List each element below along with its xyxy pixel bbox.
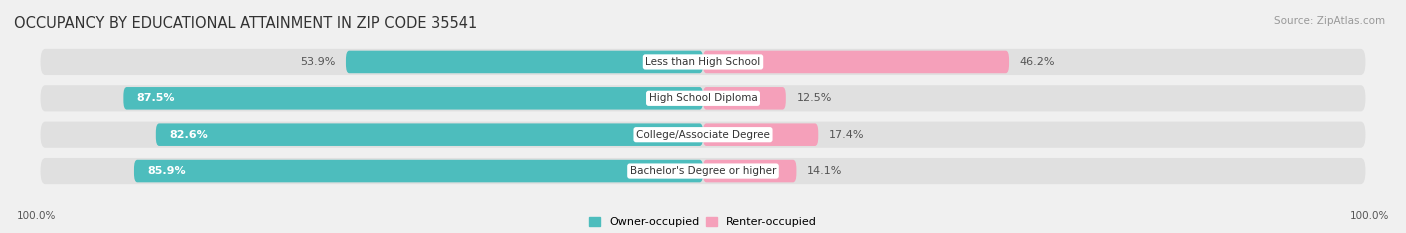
FancyBboxPatch shape bbox=[156, 123, 703, 146]
Text: 12.5%: 12.5% bbox=[796, 93, 832, 103]
FancyBboxPatch shape bbox=[41, 85, 1365, 111]
Text: 14.1%: 14.1% bbox=[807, 166, 842, 176]
Text: 87.5%: 87.5% bbox=[136, 93, 176, 103]
FancyBboxPatch shape bbox=[41, 158, 1365, 184]
Text: 85.9%: 85.9% bbox=[148, 166, 186, 176]
FancyBboxPatch shape bbox=[124, 87, 703, 110]
FancyBboxPatch shape bbox=[41, 122, 1365, 148]
Text: 82.6%: 82.6% bbox=[169, 130, 208, 140]
FancyBboxPatch shape bbox=[41, 49, 1365, 75]
Text: 100.0%: 100.0% bbox=[17, 211, 56, 221]
FancyBboxPatch shape bbox=[703, 123, 818, 146]
FancyBboxPatch shape bbox=[703, 87, 786, 110]
FancyBboxPatch shape bbox=[703, 51, 1010, 73]
Text: Less than High School: Less than High School bbox=[645, 57, 761, 67]
Text: Source: ZipAtlas.com: Source: ZipAtlas.com bbox=[1274, 16, 1385, 26]
Legend: Owner-occupied, Renter-occupied: Owner-occupied, Renter-occupied bbox=[589, 217, 817, 227]
Text: Bachelor's Degree or higher: Bachelor's Degree or higher bbox=[630, 166, 776, 176]
FancyBboxPatch shape bbox=[134, 160, 703, 182]
FancyBboxPatch shape bbox=[346, 51, 703, 73]
Text: 46.2%: 46.2% bbox=[1019, 57, 1054, 67]
Text: OCCUPANCY BY EDUCATIONAL ATTAINMENT IN ZIP CODE 35541: OCCUPANCY BY EDUCATIONAL ATTAINMENT IN Z… bbox=[14, 16, 477, 31]
FancyBboxPatch shape bbox=[703, 160, 796, 182]
Text: High School Diploma: High School Diploma bbox=[648, 93, 758, 103]
Text: 100.0%: 100.0% bbox=[1350, 211, 1389, 221]
Text: 53.9%: 53.9% bbox=[299, 57, 336, 67]
Text: College/Associate Degree: College/Associate Degree bbox=[636, 130, 770, 140]
Text: 17.4%: 17.4% bbox=[830, 130, 865, 140]
